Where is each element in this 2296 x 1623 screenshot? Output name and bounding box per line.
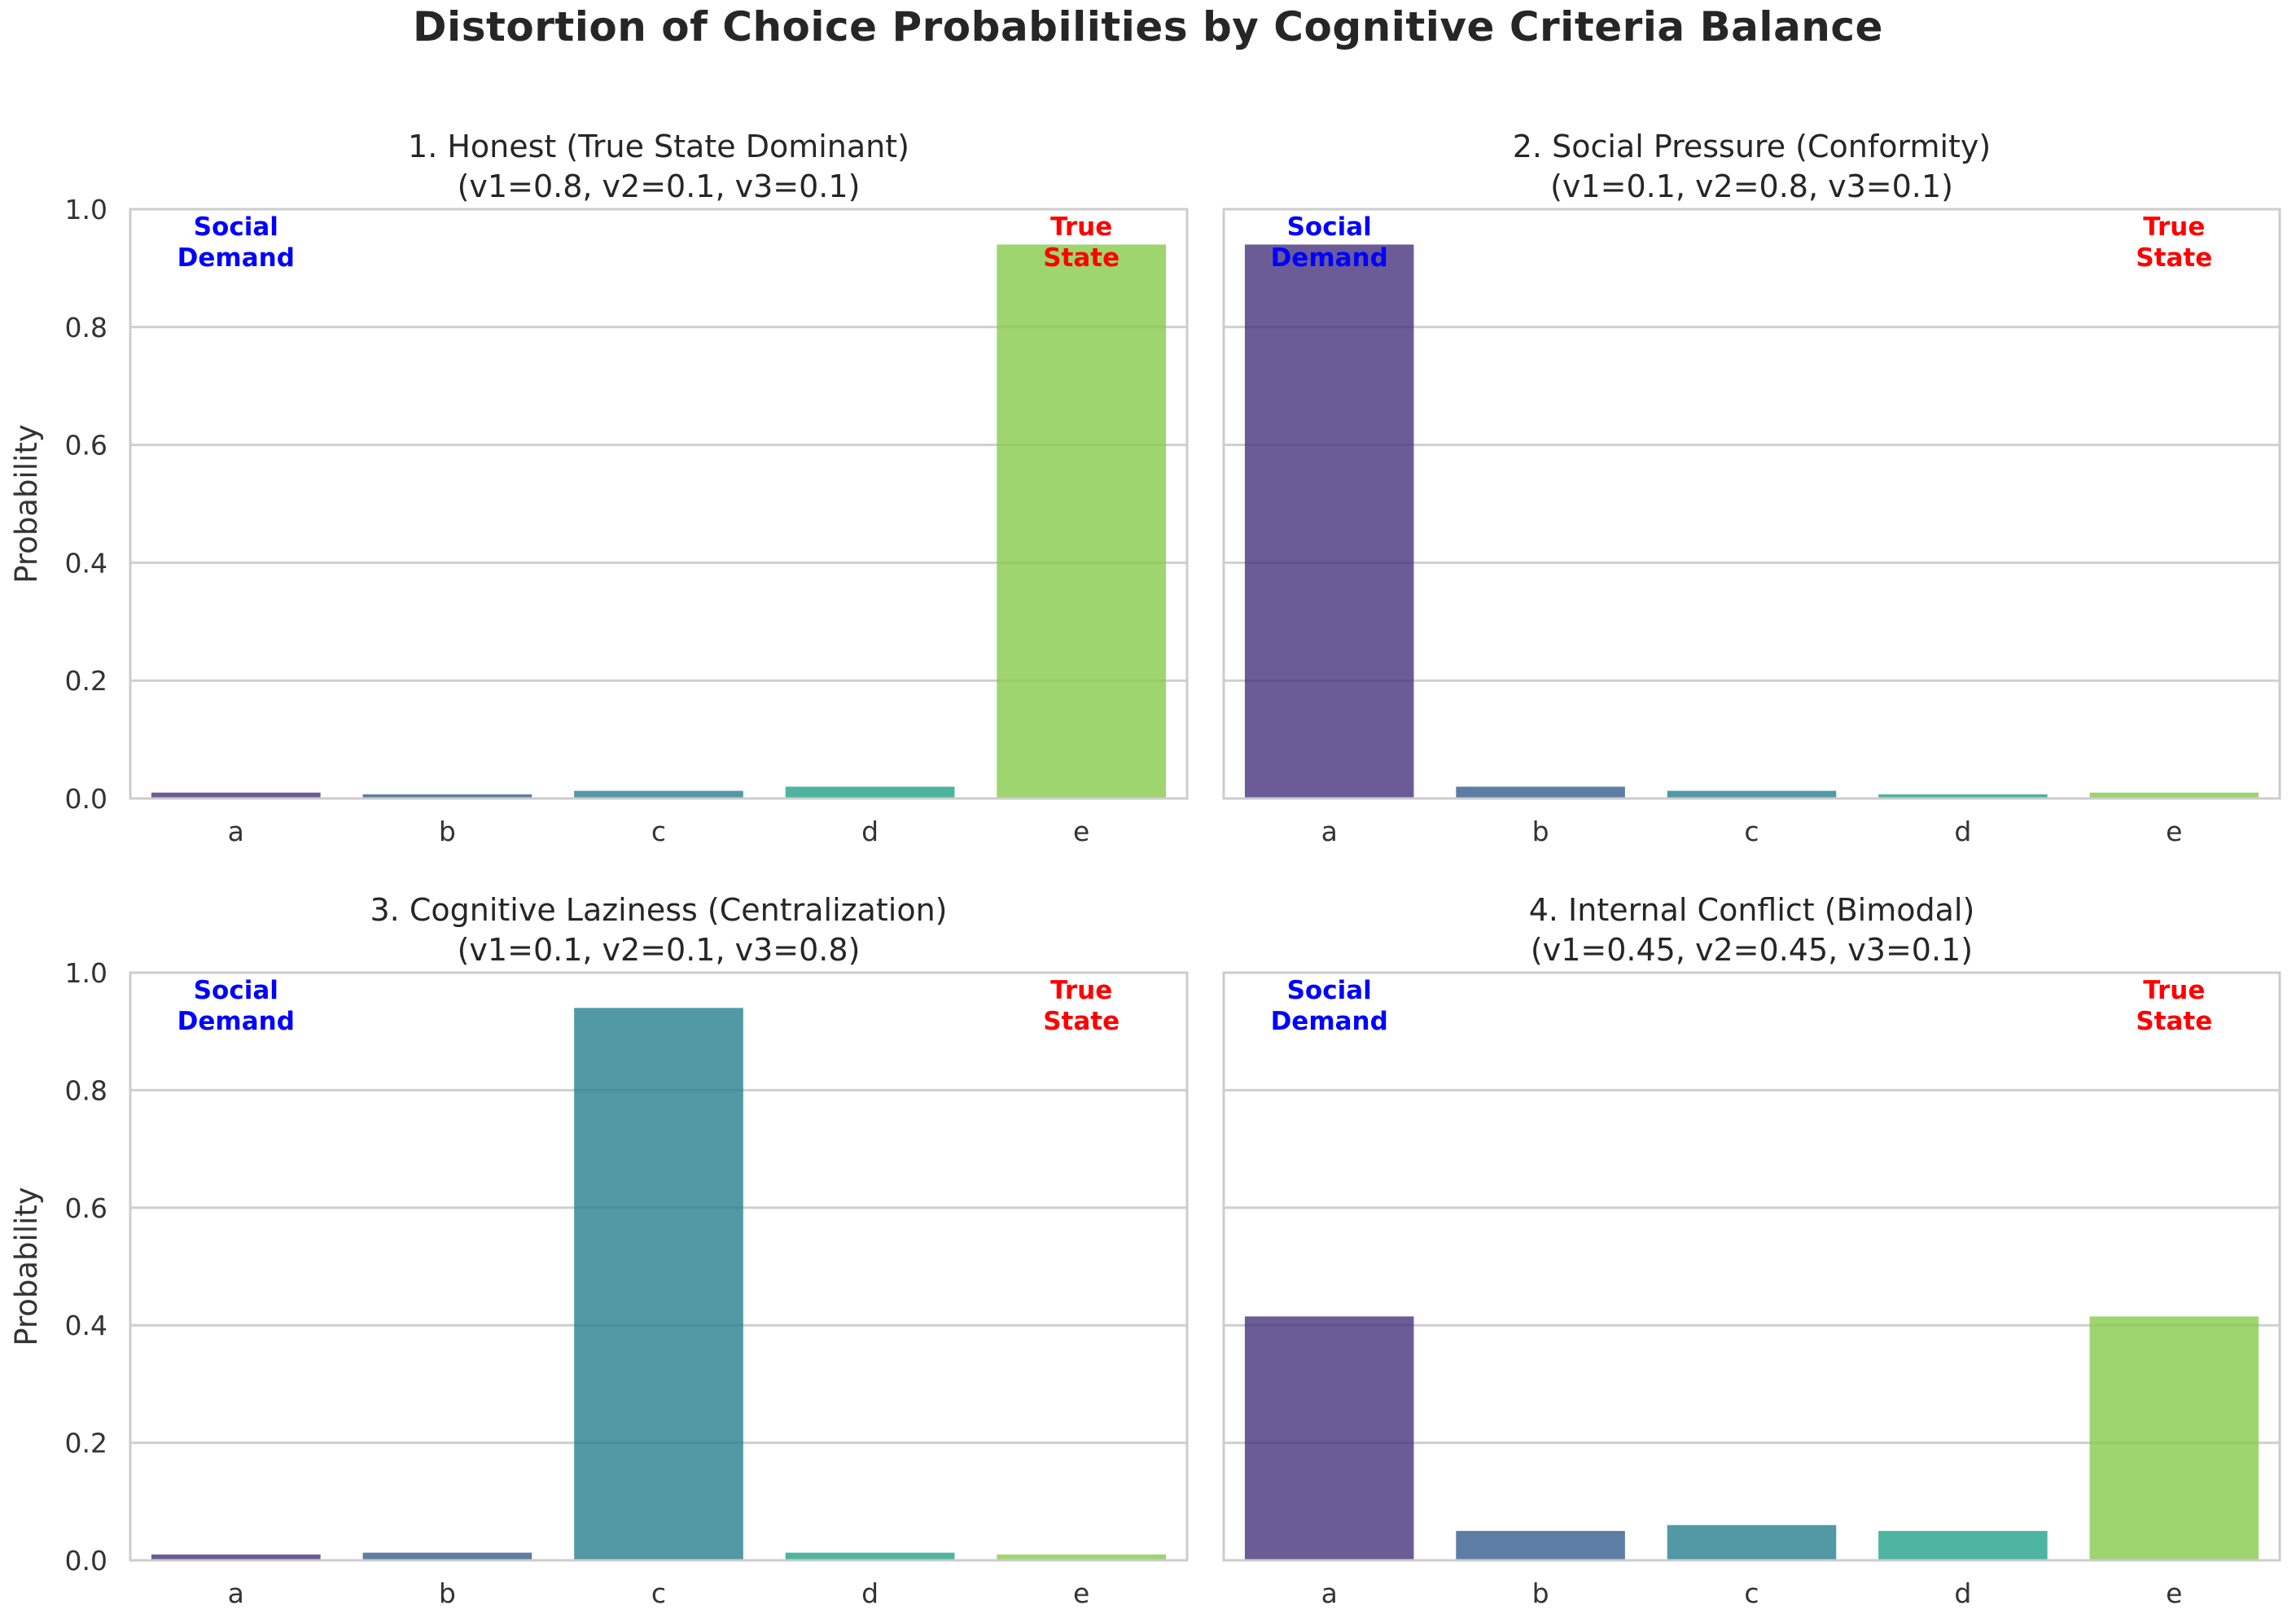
annotation-e: True [2143,976,2205,1005]
x-tick-label: d [1954,1577,1971,1609]
y-tick-label: 0.8 [65,1074,107,1106]
y-axis-label: Probability [9,1187,44,1346]
bar-d [1878,794,2048,798]
y-tick-label: 0.2 [65,1428,107,1459]
annotation-e: State [2136,1007,2212,1036]
annotation-a: Social [194,976,278,1005]
annotation-a: Demand [1271,1007,1388,1036]
x-tick-label: c [651,816,666,847]
annotation-e: State [2136,243,2212,273]
bar-e [997,244,1167,798]
annotation-a: Social [1287,976,1372,1005]
axes-frame [1222,971,2281,1562]
panel-social-pressure: a b c d e 2. Social Pressure (Conformity) (v1=… [1222,129,2281,847]
annotation-e: True [2143,212,2205,242]
annotation-a: Demand [177,1007,295,1036]
bar-c [574,1008,743,1560]
x-tick-label: e [2166,816,2182,847]
y-tick-label: 0.4 [65,1310,107,1341]
bar-a [1244,244,1414,798]
y-tick-label: 1.0 [65,957,107,989]
x-tick-label: b [439,1577,456,1609]
bar-e [997,1554,1167,1560]
y-tick-label: 0.6 [65,1192,107,1224]
x-tick-label: d [861,816,879,847]
axes-frame [1222,208,2281,800]
x-tick-label: a [1321,1577,1338,1609]
panel-cognitive-laziness: a b c d e 0.0 0.2 0.4 0.6 0.8 1.0 Probability 3. Cog… [9,892,1189,1609]
x-tick-label: a [1321,816,1338,847]
x-tick-label: d [1954,816,1971,847]
bar-a [151,1554,321,1560]
bar-a [151,792,321,798]
panel-title: 1. Honest (True State Dominant) [408,129,909,164]
x-tick-label: c [651,1577,666,1609]
x-tick-label: c [1744,816,1759,847]
panel-honest: a b c d e 0.0 0.2 0.4 0.6 0.8 1.0 Probability 1. Hon… [9,129,1189,847]
bar-a [1244,1316,1414,1560]
bar-e [2089,1316,2259,1560]
x-tick-label: b [1532,1577,1549,1609]
x-tick-label: a [228,1577,244,1609]
y-tick-label: 0.4 [65,547,107,579]
annotation-a: Social [194,212,278,242]
bar-d [1878,1530,2048,1560]
annotation-e: True [1050,212,1112,242]
bar-c [1667,790,1837,798]
panel-subtitle: (v1=0.1, v2=0.8, v3=0.1) [1550,168,1953,204]
y-tick-label: 0.0 [65,783,107,815]
panel-internal-conflict: a b c d e 4. Internal Conflict (Bimodal) (v1=0… [1222,892,2281,1609]
annotation-e: State [1043,243,1120,273]
x-tick-label: a [228,816,244,847]
panel-title: 4. Internal Conflict (Bimodal) [1529,892,1975,928]
y-tick-label: 0.2 [65,665,107,697]
x-tick-label: e [1073,1577,1089,1609]
x-tick-label: b [439,816,456,847]
panel-title: 2. Social Pressure (Conformity) [1513,129,1991,164]
panel-subtitle: (v1=0.45, v2=0.45, v3=0.1) [1531,932,1973,968]
bar-e [2089,792,2259,798]
bar-b [1456,786,1625,798]
y-tick-label: 0.0 [65,1545,107,1577]
bar-d [785,1552,955,1560]
bar-b [362,1552,532,1560]
y-tick-label: 0.6 [65,430,107,462]
panel-title: 3. Cognitive Laziness (Centralization) [370,892,948,928]
y-tick-label: 0.8 [65,312,107,343]
axes-frame [129,208,1189,800]
annotation-e: State [1043,1007,1120,1036]
x-tick-label: c [1744,1577,1759,1609]
bar-b [362,794,532,798]
panel-subtitle: (v1=0.8, v2=0.1, v3=0.1) [458,168,861,204]
bar-b [1456,1530,1625,1560]
y-tick-label: 1.0 [65,194,107,225]
x-tick-label: e [1073,816,1089,847]
figure-title: Distortion of Choice Probabilities by Co… [413,3,1883,50]
axes-frame [129,971,1189,1562]
x-tick-label: e [2166,1577,2182,1609]
bar-c [1667,1525,1837,1560]
bar-c [574,790,743,798]
annotation-a: Demand [1271,243,1388,273]
annotation-a: Social [1287,212,1372,242]
panel-subtitle: (v1=0.1, v2=0.1, v3=0.8) [458,932,861,968]
annotation-e: True [1050,976,1112,1005]
annotation-a: Demand [177,243,295,273]
x-tick-label: b [1532,816,1549,847]
y-axis-label: Probability [9,424,44,584]
x-tick-label: d [861,1577,879,1609]
bar-d [785,786,955,798]
